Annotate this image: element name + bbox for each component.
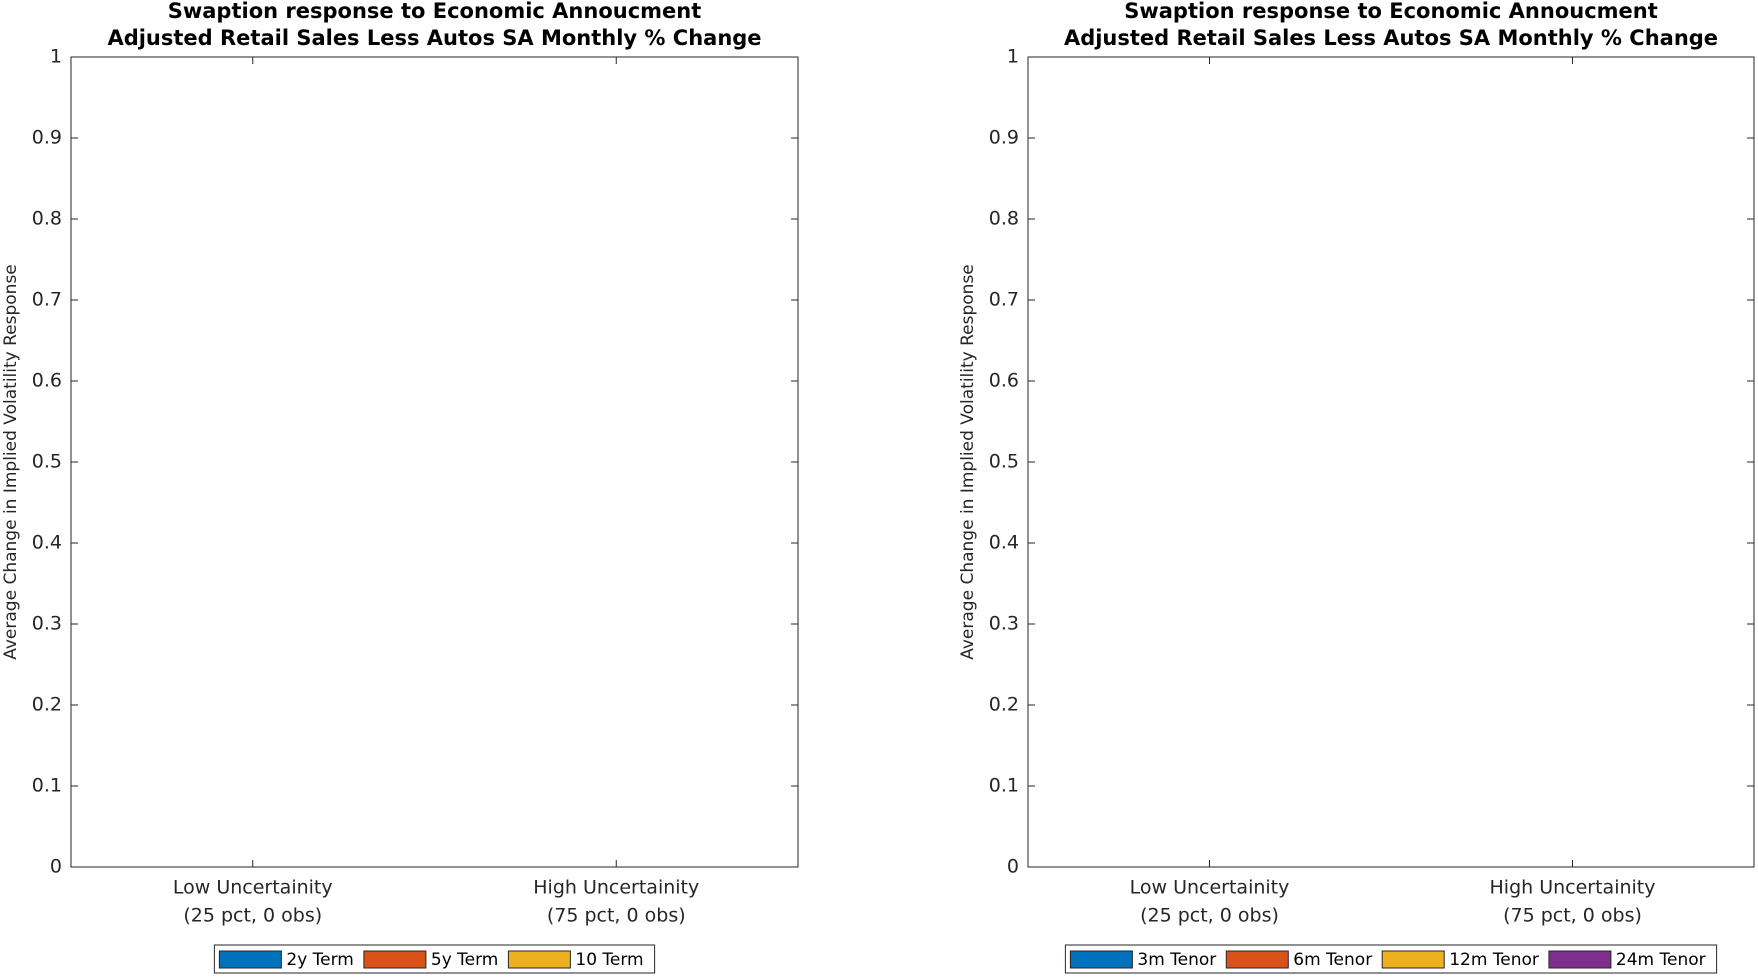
legend-box bbox=[213, 944, 656, 974]
y-tick-label: 0.2 bbox=[32, 694, 62, 716]
y-tick-label: 0.5 bbox=[32, 451, 62, 473]
chart-title: Adjusted Retail Sales Less Autos SA Mont… bbox=[1064, 26, 1718, 50]
legend-label: 6m Tenor bbox=[1293, 950, 1372, 970]
plot-area bbox=[1027, 56, 1755, 868]
legend: 3m Tenor 6m Tenor 12m Tenor 24m Tenor bbox=[1064, 944, 1718, 974]
y-tick-label: 0.9 bbox=[32, 127, 62, 149]
y-tick-label: 0 bbox=[50, 856, 62, 878]
legend-swatch bbox=[1548, 950, 1612, 969]
chart-title: Adjusted Retail Sales Less Autos SA Mont… bbox=[107, 26, 761, 50]
x-tick-label: High Uncertainity bbox=[1490, 877, 1656, 899]
x-tick-label: Low Uncertainity bbox=[173, 877, 333, 899]
x-tick-label: (75 pct, 0 obs) bbox=[547, 905, 686, 927]
legend-label: 12m Tenor bbox=[1449, 950, 1539, 970]
x-tick-label: (75 pct, 0 obs) bbox=[1503, 905, 1642, 927]
legend-label: 24m Tenor bbox=[1616, 950, 1706, 970]
legend-label: 2y Term bbox=[286, 950, 354, 970]
x-tick-label: High Uncertainity bbox=[533, 877, 699, 899]
y-tick-label: 0.6 bbox=[32, 370, 62, 392]
y-tick-label: 0 bbox=[1007, 856, 1019, 878]
y-tick-label: 0.9 bbox=[989, 127, 1019, 149]
legend-swatch bbox=[363, 950, 427, 969]
y-tick-label: 1 bbox=[1007, 46, 1019, 68]
plot-area bbox=[70, 56, 799, 868]
legend-swatch bbox=[1069, 950, 1133, 969]
x-tick-label: (25 pct, 0 obs) bbox=[183, 905, 322, 927]
x-tick-label: (25 pct, 0 obs) bbox=[1140, 905, 1279, 927]
legend-swatch bbox=[1225, 950, 1289, 969]
y-tick-label: 0.8 bbox=[989, 208, 1019, 230]
y-tick-label: 0.1 bbox=[32, 775, 62, 797]
y-tick-label: 0.6 bbox=[989, 370, 1019, 392]
y-tick-label: 0.7 bbox=[989, 289, 1019, 311]
legend-swatch bbox=[1381, 950, 1445, 969]
y-tick-label: 0.4 bbox=[989, 532, 1019, 554]
y-axis-label: Average Change in Implied Volatility Res… bbox=[958, 264, 978, 660]
y-tick-label: 0.3 bbox=[989, 613, 1019, 635]
y-tick-label: 0.5 bbox=[989, 451, 1019, 473]
legend-swatch bbox=[218, 950, 282, 969]
legend-label: 3m Tenor bbox=[1137, 950, 1216, 970]
x-tick-label: Low Uncertainity bbox=[1130, 877, 1290, 899]
y-tick-label: 1 bbox=[50, 46, 62, 68]
y-tick-label: 0.4 bbox=[32, 532, 62, 554]
legend-swatch bbox=[507, 950, 571, 969]
y-tick-label: 0.8 bbox=[32, 208, 62, 230]
legend: 2y Term 5y Term 10 Term bbox=[213, 944, 656, 974]
y-axis-label: Average Change in Implied Volatility Res… bbox=[1, 264, 21, 660]
legend-label: 10 Term bbox=[575, 950, 643, 970]
chart-title: Swaption response to Economic Annoucment bbox=[1124, 0, 1658, 23]
y-tick-label: 0.7 bbox=[32, 289, 62, 311]
chart-title: Swaption response to Economic Annoucment bbox=[168, 0, 702, 23]
legend-label: 5y Term bbox=[431, 950, 499, 970]
y-tick-label: 0.3 bbox=[32, 613, 62, 635]
y-tick-label: 0.1 bbox=[989, 775, 1019, 797]
y-tick-label: 0.2 bbox=[989, 694, 1019, 716]
